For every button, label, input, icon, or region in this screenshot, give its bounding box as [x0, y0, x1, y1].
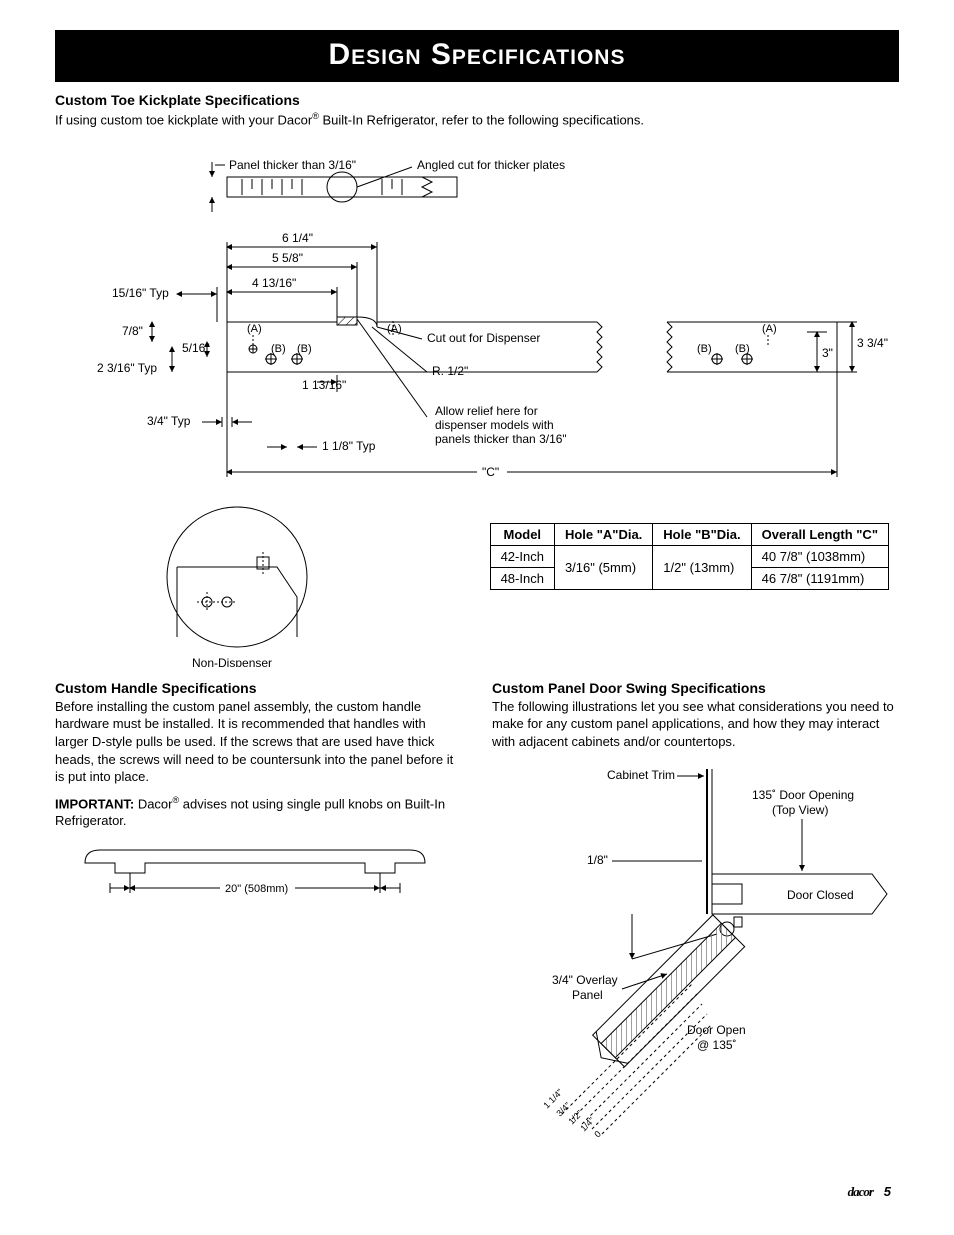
- svg-text:4 13/16": 4 13/16": [252, 276, 296, 290]
- page-title: Design Specifications: [329, 38, 626, 71]
- handle-heading: Custom Handle Specifications: [55, 680, 462, 696]
- doorswing-diagram: Cabinet Trim 135˚ Door Opening (Top View…: [492, 759, 892, 1139]
- td-model-48: 48-Inch: [490, 567, 554, 589]
- brand-logo: dacor: [848, 1184, 873, 1199]
- td-a-shared: 3/16" (5mm): [554, 545, 652, 589]
- svg-text:135˚ Door Opening: 135˚ Door Opening: [752, 788, 854, 802]
- td-c-48: 46 7/8" (1191mm): [751, 567, 888, 589]
- svg-text:Allow relief here for: Allow relief here for: [435, 404, 538, 418]
- th-a: Hole "A"Dia.: [554, 523, 652, 545]
- svg-text:3": 3": [822, 346, 833, 360]
- svg-text:(A): (A): [247, 323, 262, 335]
- svg-text:0: 0: [592, 1128, 603, 1138]
- doorswing-heading: Custom Panel Door Swing Specifications: [492, 680, 899, 696]
- handle-important: IMPORTANT: Dacor® advises not using sing…: [55, 794, 462, 830]
- label-angled-cut: Angled cut for thicker plates: [417, 158, 565, 172]
- svg-text:(B): (B): [271, 343, 286, 355]
- svg-text:20" (508mm): 20" (508mm): [225, 883, 288, 895]
- svg-text:@ 135˚: @ 135˚: [697, 1038, 737, 1052]
- svg-text:5 5/8": 5 5/8": [272, 251, 303, 265]
- td-model-42: 42-Inch: [490, 545, 554, 567]
- svg-text:(B): (B): [697, 343, 712, 355]
- svg-text:Cabinet Trim: Cabinet Trim: [607, 768, 675, 782]
- page-footer: dacor 5: [55, 1184, 899, 1200]
- kickplate-heading: Custom Toe Kickplate Specifications: [55, 92, 899, 108]
- svg-text:R. 1/2": R. 1/2": [432, 364, 468, 378]
- svg-text:2 3/16" Typ: 2 3/16" Typ: [97, 361, 157, 375]
- td-c-42: 40 7/8" (1038mm): [751, 545, 888, 567]
- kickplate-spec-table: Model Hole "A"Dia. Hole "B"Dia. Overall …: [490, 523, 889, 590]
- svg-text:Cut out for Dispenser: Cut out for Dispenser: [427, 331, 540, 345]
- svg-text:dispenser models with: dispenser models with: [435, 418, 554, 432]
- svg-text:3 3/4": 3 3/4": [857, 336, 888, 350]
- svg-text:(A): (A): [762, 323, 777, 335]
- handle-diagram: 20" (508mm): [55, 838, 455, 918]
- svg-text:6 1/4": 6 1/4": [282, 231, 313, 245]
- svg-text:panels thicker than 3/16": panels thicker than 3/16": [435, 432, 567, 446]
- svg-text:Panel: Panel: [572, 988, 603, 1002]
- svg-text:1/8": 1/8": [587, 853, 608, 867]
- svg-text:Non-Dispenser: Non-Dispenser: [192, 656, 272, 667]
- handle-p1: Before installing the custom panel assem…: [55, 698, 462, 786]
- doorswing-p1: The following illustrations let you see …: [492, 698, 899, 751]
- svg-text:"C": "C": [482, 465, 499, 479]
- svg-text:3/4" Typ: 3/4" Typ: [147, 414, 191, 428]
- svg-text:7/8": 7/8": [122, 324, 143, 338]
- page-title-bar: Design Specifications: [55, 30, 899, 82]
- page-number: 5: [884, 1184, 891, 1199]
- svg-text:(Top View): (Top View): [772, 803, 828, 817]
- kickplate-intro: If using custom toe kickplate with your …: [55, 110, 899, 129]
- td-b-shared: 1/2" (13mm): [653, 545, 751, 589]
- label-panel-thicker: Panel thicker than 3/16": [229, 158, 356, 172]
- th-c: Overall Length "C": [751, 523, 888, 545]
- svg-text:1 1/8" Typ: 1 1/8" Typ: [322, 439, 376, 453]
- svg-text:5/16": 5/16": [182, 341, 210, 355]
- svg-text:Door Closed: Door Closed: [787, 888, 854, 902]
- svg-text:3/4" Overlay: 3/4" Overlay: [552, 973, 618, 987]
- svg-text:(B): (B): [297, 343, 312, 355]
- th-model: Model: [490, 523, 554, 545]
- svg-text:1 13/16": 1 13/16": [302, 378, 346, 392]
- svg-text:15/16" Typ: 15/16" Typ: [112, 286, 169, 300]
- th-b: Hole "B"Dia.: [653, 523, 751, 545]
